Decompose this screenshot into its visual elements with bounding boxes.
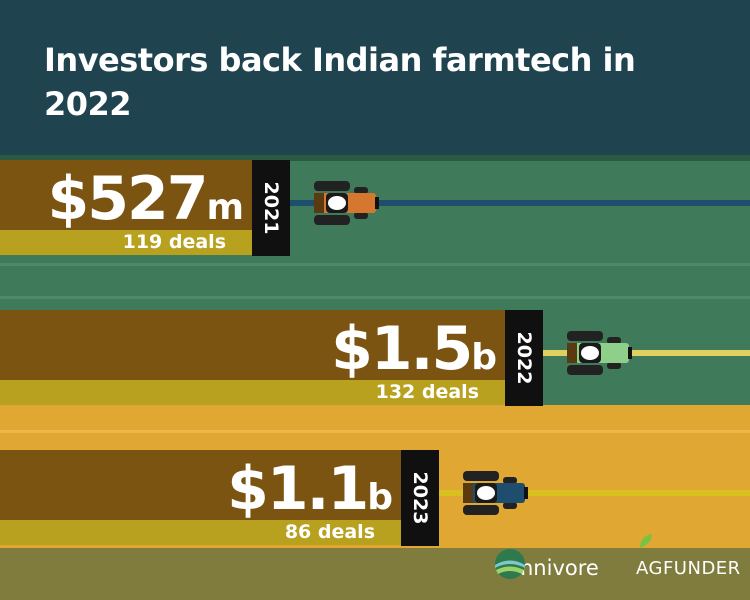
tractor-icon-2021 bbox=[314, 181, 379, 225]
value-number: $527 bbox=[47, 164, 208, 234]
value-label-2022: $1.5b bbox=[331, 314, 497, 384]
value-number: $1.5 bbox=[331, 314, 473, 384]
omnivore-logo: omnivore bbox=[494, 548, 599, 588]
year-label: 2023 bbox=[409, 471, 431, 525]
deal-band-2021 bbox=[0, 230, 252, 255]
value-unit: b bbox=[367, 477, 393, 518]
deals-label-2022: 132 deals bbox=[375, 381, 479, 403]
value-unit: m bbox=[206, 187, 244, 228]
value-number: $1.1 bbox=[227, 454, 369, 524]
deals-label-2023: 86 deals bbox=[284, 521, 375, 543]
value-label-2021: $527m bbox=[47, 164, 244, 234]
field-row-line bbox=[0, 430, 750, 433]
deal-band-2022 bbox=[0, 380, 505, 405]
field-row-line bbox=[0, 296, 750, 299]
field-row-line bbox=[0, 263, 750, 266]
year-tag-2023: 2023 bbox=[401, 450, 439, 546]
track-2023 bbox=[439, 490, 750, 496]
track-2021 bbox=[290, 200, 750, 206]
field-row-line bbox=[0, 155, 750, 161]
value-unit: b bbox=[471, 337, 497, 378]
bar-2023 bbox=[0, 450, 401, 520]
chart-title: Investors back Indian farmtech in 2022 bbox=[44, 41, 636, 123]
deal-band-2023 bbox=[0, 520, 401, 545]
year-label: 2022 bbox=[513, 331, 535, 385]
deals-label-2021: 119 deals bbox=[122, 231, 226, 253]
year-label: 2021 bbox=[260, 181, 282, 235]
agfunder-logo-text: AGFUNDER bbox=[636, 557, 741, 579]
tractor-icon-2023 bbox=[463, 471, 528, 515]
year-tag-2021: 2021 bbox=[252, 160, 290, 256]
footer-band bbox=[0, 548, 750, 600]
agfunder-logo: AGFUNDER bbox=[636, 534, 741, 588]
header-band bbox=[0, 0, 750, 155]
tractor-icon-2022 bbox=[567, 331, 632, 375]
bar-2021 bbox=[0, 160, 252, 230]
leaf-icon bbox=[640, 534, 652, 548]
year-tag-2022: 2022 bbox=[505, 310, 543, 406]
omnivore-mark-icon bbox=[495, 549, 525, 579]
bar-2022 bbox=[0, 310, 505, 380]
value-label-2023: $1.1b bbox=[227, 454, 393, 524]
track-2022 bbox=[543, 350, 750, 356]
